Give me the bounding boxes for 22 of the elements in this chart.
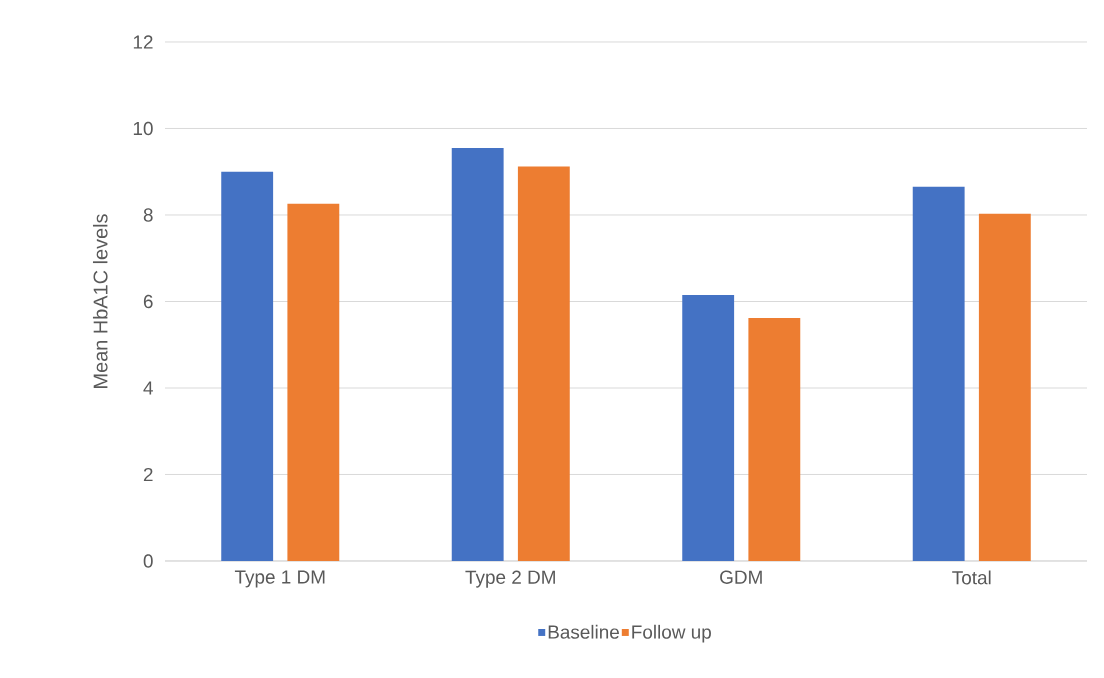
bar xyxy=(682,295,735,561)
x-tick-label: Type 1 DM xyxy=(234,570,325,588)
bar xyxy=(517,166,570,561)
bar xyxy=(912,186,965,561)
y-tick-label: 4 xyxy=(143,381,153,395)
x-tick-label: GDM xyxy=(720,570,762,584)
bar xyxy=(451,147,504,561)
legend-label: Follow up xyxy=(632,624,711,643)
x-tick-label: Type 2 DM xyxy=(465,570,555,588)
x-tick-label: Total xyxy=(952,570,991,585)
bar xyxy=(978,213,1031,561)
bar xyxy=(221,171,274,561)
bar xyxy=(748,317,801,561)
y-tick-label: 8 xyxy=(143,208,153,222)
y-tick-label: 12 xyxy=(133,35,153,49)
y-axis-title: Mean HbA1C levels xyxy=(92,214,108,388)
y-tick-label: 0 xyxy=(143,554,153,568)
y-tick-label: 6 xyxy=(143,294,153,309)
bar xyxy=(287,203,340,561)
legend-label: Baseline xyxy=(548,624,619,639)
y-tick-label: 2 xyxy=(143,467,153,482)
y-tick-label: 10 xyxy=(133,121,153,136)
